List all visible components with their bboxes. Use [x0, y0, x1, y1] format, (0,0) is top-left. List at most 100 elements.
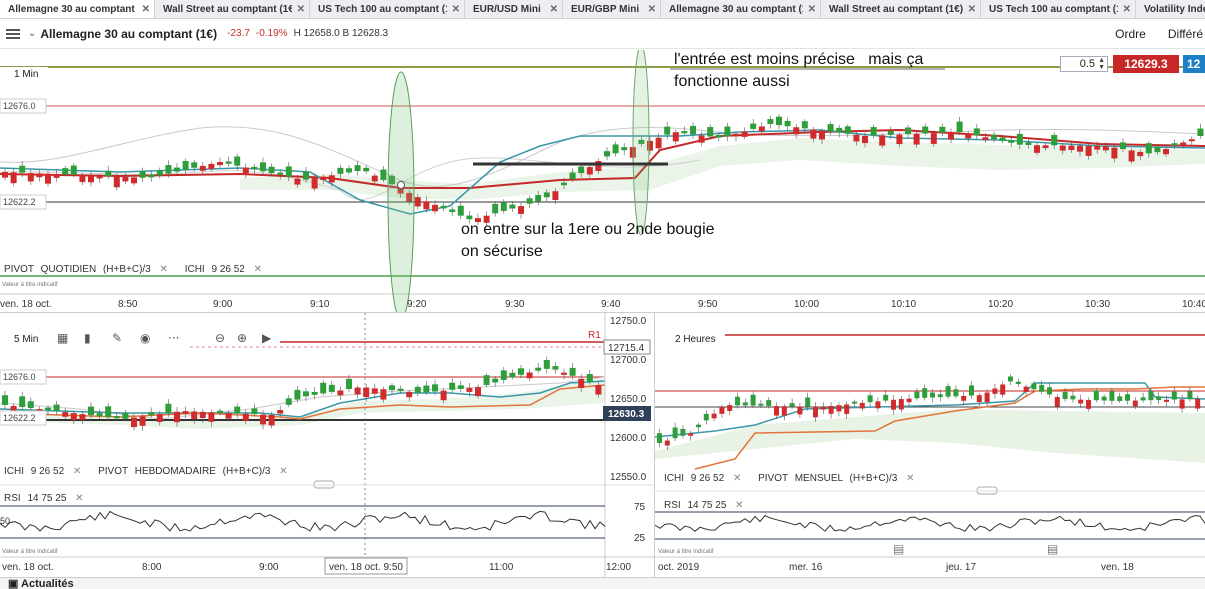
- candle: [217, 410, 223, 413]
- candle: [122, 412, 129, 419]
- candle: [518, 368, 524, 375]
- candle: [867, 395, 873, 403]
- x-axis-label: ven. 18 oct.: [0, 299, 52, 310]
- price-tick-pivot: 12715.4: [608, 343, 645, 354]
- candle: [165, 403, 172, 413]
- close-icon[interactable]: ✕: [451, 4, 460, 15]
- candle: [45, 173, 51, 184]
- candle: [492, 378, 499, 383]
- zoom-in-icon[interactable]: ⊕: [237, 331, 247, 345]
- candle: [1051, 134, 1058, 146]
- candle: [1047, 387, 1052, 395]
- close-icon[interactable]: ✕: [549, 4, 558, 15]
- candle: [285, 398, 292, 405]
- candle: [208, 412, 215, 422]
- close-icon[interactable]: ✕: [807, 4, 816, 15]
- quantity-stepper[interactable]: 0.5 ▲ ▼: [1060, 56, 1108, 72]
- chart-5min[interactable]: 5 Min ▦ ▮ ✎ ◉ ··· ⊖ ⊕ ▶ R1 12676.0 12622…: [0, 313, 654, 577]
- candle: [371, 388, 378, 394]
- candle: [88, 406, 94, 416]
- pivot-r1-label: R1: [588, 330, 601, 341]
- candle: [423, 201, 430, 210]
- calculator-icon[interactable]: ▦: [57, 331, 68, 345]
- sell-button[interactable]: 12629.3: [1113, 55, 1179, 73]
- candle: [311, 391, 318, 395]
- price-tick: 12700.0: [610, 355, 647, 366]
- close-icon[interactable]: ✕: [279, 466, 287, 477]
- candle: [277, 172, 284, 175]
- chart-5min-canvas[interactable]: 5 Min ▦ ▮ ✎ ◉ ··· ⊖ ⊕ ▶ R1 12676.0 12622…: [0, 313, 654, 577]
- close-icon[interactable]: ✕: [160, 264, 168, 275]
- close-icon[interactable]: ✕: [647, 4, 656, 15]
- pane-divider[interactable]: [0, 312, 1205, 313]
- chart-1min-canvas[interactable]: 1 Min 12676.0 12622.2 PIVOT QUOTIDIEN (H…: [0, 50, 1205, 312]
- close-icon[interactable]: ✕: [735, 500, 743, 511]
- candle: [561, 182, 567, 186]
- zoom-out-icon[interactable]: ⊖: [215, 331, 225, 345]
- x-axis-label: 9:00: [259, 562, 279, 573]
- bar-chart-icon[interactable]: ▮: [84, 331, 91, 345]
- play-icon[interactable]: ▶: [262, 331, 272, 345]
- candle: [1070, 395, 1076, 400]
- candle: [810, 129, 817, 139]
- tab[interactable]: US Tech 100 au comptant (1€) ✕: [310, 0, 465, 18]
- candle: [500, 370, 507, 380]
- chevron-down-icon[interactable]: ⌄: [28, 28, 37, 39]
- candle: [776, 116, 782, 126]
- tab[interactable]: Volatility Index✕: [1136, 0, 1205, 18]
- order-button[interactable]: Ordre: [1115, 27, 1146, 41]
- candle: [715, 134, 722, 138]
- x-axis-label: 9:20: [407, 299, 427, 310]
- close-icon[interactable]: ✕: [254, 264, 262, 275]
- level-lower-label: 12622.2: [3, 197, 36, 207]
- chart-2h[interactable]: 2 Heures ICHI 9 26 52 ✕ PIVOT MENSUEL (H…: [655, 313, 1205, 577]
- annotation-top: l'entrée est moins précise mais ça fonct…: [674, 51, 924, 90]
- close-icon[interactable]: ✕: [296, 4, 305, 15]
- tab[interactable]: US Tech 100 au comptant (1€) ✕: [981, 0, 1136, 18]
- candle: [948, 132, 954, 140]
- chart-1min[interactable]: 1 Min 12676.0 12622.2 PIVOT QUOTIDIEN (H…: [0, 50, 1205, 312]
- pencil-icon[interactable]: ✎: [112, 331, 122, 345]
- calendar-icon[interactable]: ▤: [1047, 542, 1058, 556]
- candle: [457, 385, 464, 389]
- close-icon[interactable]: ✕: [967, 4, 976, 15]
- x-axis-label: ven. 18 oct.: [2, 562, 54, 573]
- close-icon[interactable]: ✕: [906, 473, 914, 484]
- x-axis-label: jeu. 17: [945, 562, 976, 573]
- candle: [1120, 142, 1126, 150]
- chart-2h-canvas[interactable]: 2 Heures ICHI 9 26 52 ✕ PIVOT MENSUEL (H…: [655, 313, 1205, 577]
- candle: [707, 127, 714, 137]
- tab-label: Allemagne 30 au comptant (1€): [8, 4, 137, 15]
- calendar-icon[interactable]: ▤: [893, 542, 904, 556]
- close-icon[interactable]: ✕: [75, 493, 83, 504]
- candle: [836, 127, 843, 133]
- tab[interactable]: EUR/GBP Mini ✕: [563, 0, 661, 18]
- pane-divider-vertical[interactable]: [654, 312, 655, 577]
- close-icon[interactable]: ✕: [73, 466, 81, 477]
- more-icon[interactable]: ···: [168, 331, 179, 345]
- timeframe-label: 2 Heures: [675, 334, 716, 345]
- eye-icon[interactable]: ◉: [140, 331, 150, 345]
- tab[interactable]: Allemagne 30 au comptant (1€) ✕: [0, 0, 155, 18]
- tab[interactable]: EUR/USD Mini ✕: [465, 0, 563, 18]
- menu-icon[interactable]: [6, 28, 20, 39]
- candle: [543, 192, 550, 198]
- buy-button[interactable]: 12: [1183, 55, 1205, 73]
- candle: [870, 127, 877, 136]
- close-icon[interactable]: ✕: [1122, 4, 1131, 15]
- candle: [898, 399, 904, 410]
- candle: [1187, 391, 1193, 400]
- x-axis-label: 9:40: [601, 299, 621, 310]
- close-icon[interactable]: ✕: [141, 4, 150, 15]
- tab[interactable]: Wall Street au comptant (1€) ✕: [155, 0, 310, 18]
- candle: [1154, 146, 1161, 153]
- candle: [647, 140, 653, 151]
- candle: [303, 391, 309, 397]
- level-upper-label: 12676.0: [3, 372, 36, 382]
- news-panel-header[interactable]: ▣ Actualités: [0, 577, 1205, 589]
- x-axis-label: mer. 16: [789, 562, 823, 573]
- tab[interactable]: Allemagne 30 au comptant (1€) ✕: [661, 0, 821, 18]
- close-icon[interactable]: ✕: [733, 473, 741, 484]
- tab[interactable]: Wall Street au comptant (1€) ✕: [821, 0, 981, 18]
- stepper-arrows-icon[interactable]: ▲ ▼: [1098, 57, 1105, 71]
